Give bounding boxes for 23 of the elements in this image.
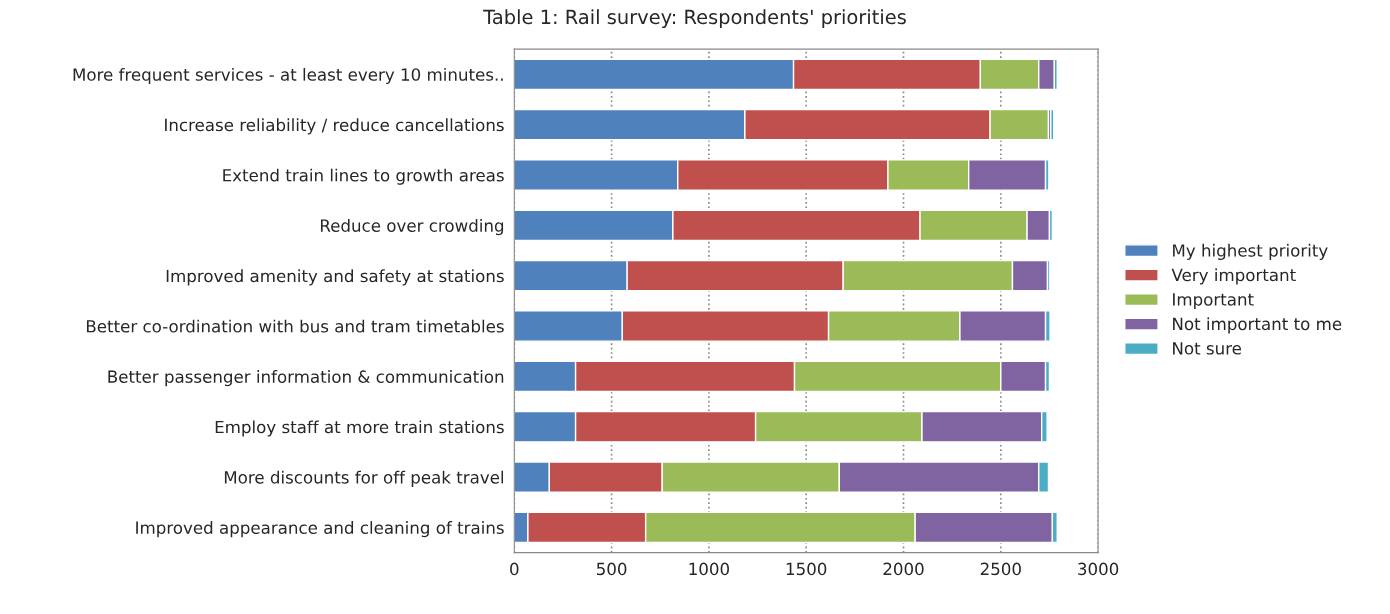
x-tick-label: 3000 [1078,562,1119,576]
x-tick-label: 2500 [980,562,1021,576]
x-tick-label: 2000 [883,562,924,576]
legend-label: Important [1173,293,1254,309]
y-tick-label: Better co-ordination with bus and tram timetables [86,319,504,333]
x-tick-label: 500 [596,562,627,576]
legend-label: My highest priority [1173,243,1328,260]
y-tick-label: Increase reliability / reduce cancellations [165,118,504,135]
y-tick-label: More frequent services - at least every 10 minutes.. [73,67,503,85]
y-tick-label: Improved appearance and cleaning of trains [136,521,504,538]
legend-label: Not sure [1173,342,1242,355]
legend-label: Not important to me [1173,317,1342,334]
x-tick-label: 1000 [689,562,729,576]
y-tick-label: Better passenger information & communication [108,370,504,387]
y-tick-label: Improved amenity and safety at stations [166,269,504,286]
x-tick-label: 0 [510,562,519,576]
y-tick-label: Reduce over crowding [320,219,504,236]
y-tick-label: Employ staff at more train stations [215,420,504,437]
y-tick-label: Extend train lines to growth areas [223,168,504,185]
x-tick-label: 1500 [786,562,827,576]
chart-title: Table 1: Rail survey: Respondents' priorities [483,9,906,29]
y-tick-label: More discounts for off peak travel [224,470,504,487]
legend-label: Very important [1171,268,1296,285]
